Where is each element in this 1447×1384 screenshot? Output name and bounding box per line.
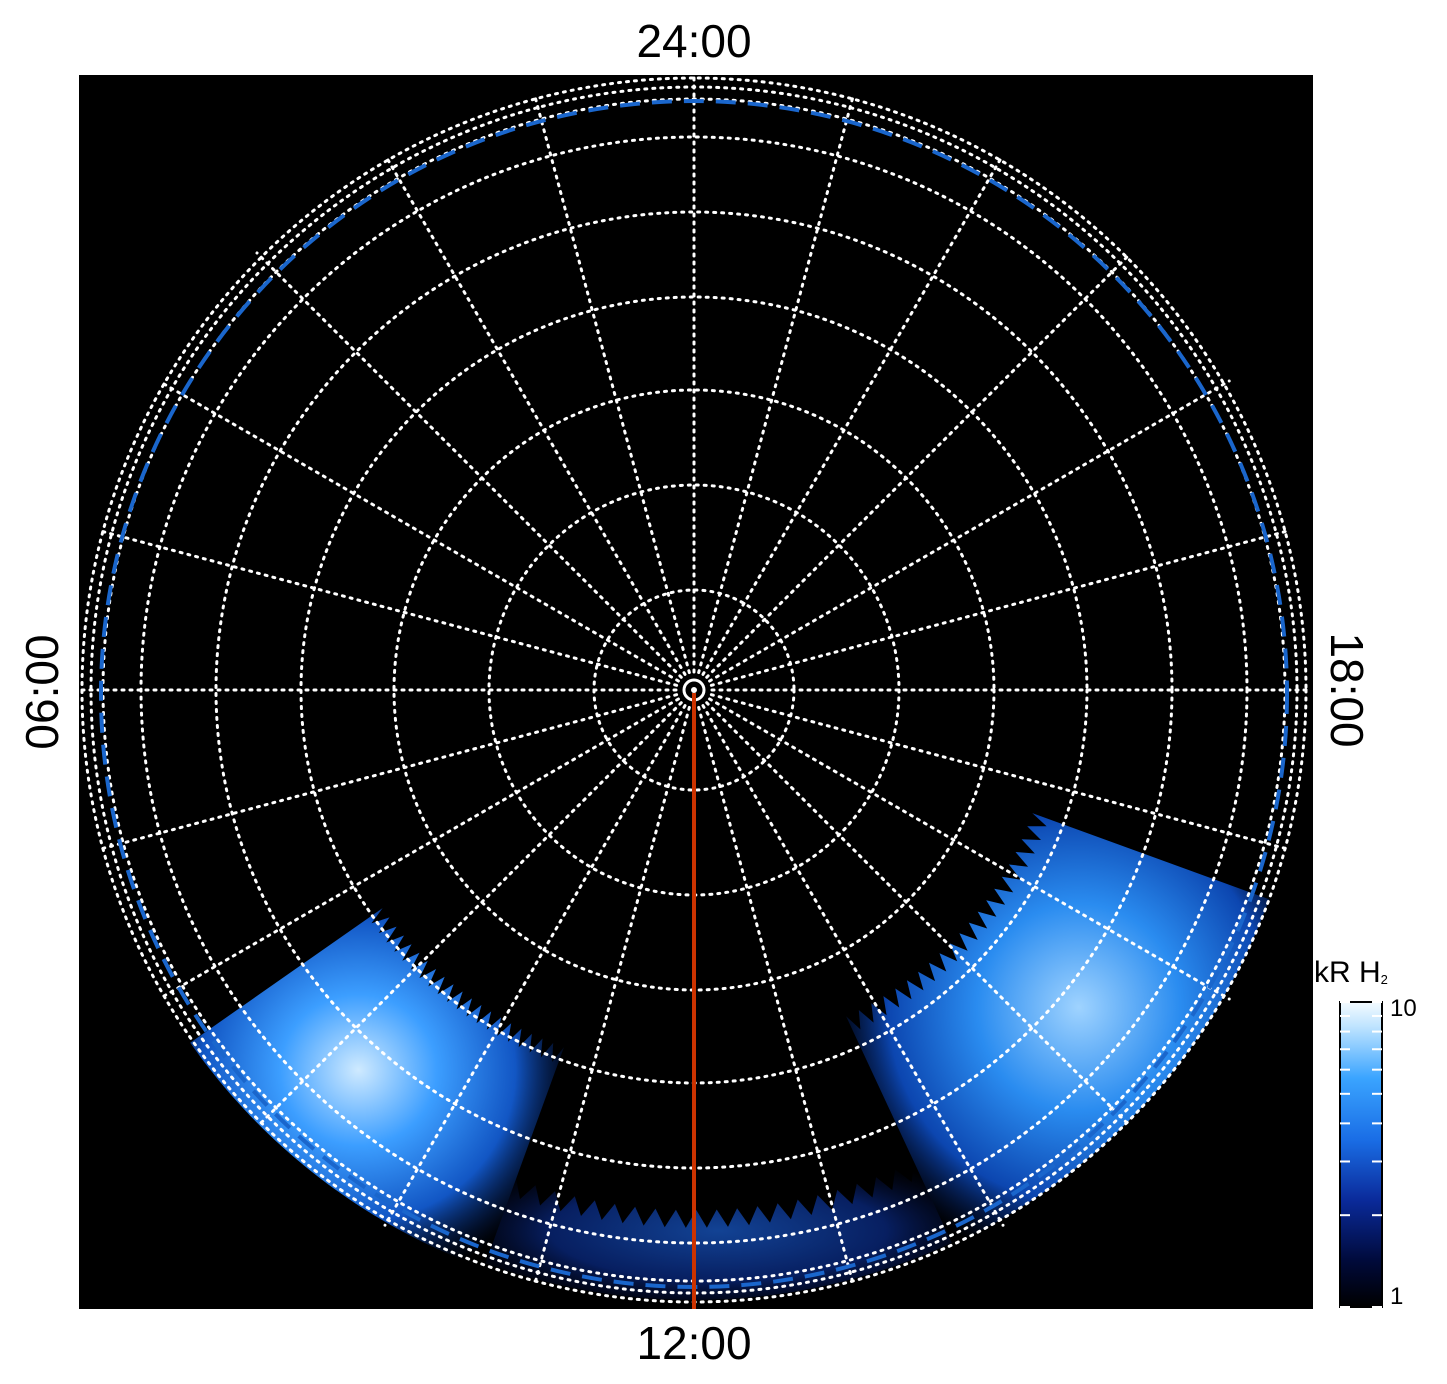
colorbar-ticks [1340,1001,1382,1308]
colorbar-title-main: kR H [1314,956,1381,989]
emission-region-dawn [190,908,564,1268]
colorbar-max-label: 10 [1390,995,1417,1022]
colorbar [1339,1001,1383,1308]
local-time-label-left: 06:00 [16,634,68,750]
colorbar-title-subscript: 2 [1380,972,1388,987]
pole-marker-dot [691,687,697,693]
colorbar-min-label: 1 [1390,1283,1404,1310]
local-time-label-top: 24:00 [636,15,752,67]
local-time-label-bottom: 12:00 [636,1317,752,1369]
local-time-label-right: 18:00 [1321,632,1373,748]
colorbar-title: kR H2 [1314,956,1388,990]
